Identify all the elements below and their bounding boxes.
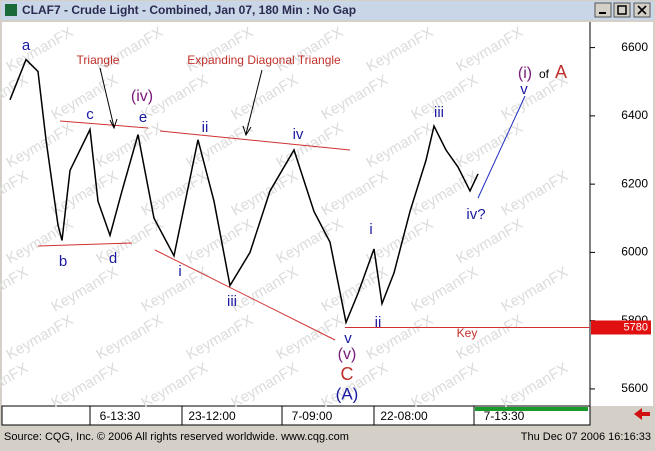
y-tick-label: 6400 xyxy=(621,108,648,122)
wave-label: (v) xyxy=(338,346,357,363)
wave-label: d xyxy=(109,250,117,267)
trendline xyxy=(159,130,351,151)
wave-label: ii xyxy=(375,314,382,331)
wave-label: Key xyxy=(457,326,478,340)
close-glyph xyxy=(637,5,647,15)
y-tick-label: 6000 xyxy=(621,245,648,259)
wave-label: b xyxy=(59,253,67,270)
x-axis-strip xyxy=(1,405,591,426)
projection-line xyxy=(477,95,526,199)
y-tick-label: 6200 xyxy=(621,176,648,190)
y-axis-area xyxy=(590,22,653,406)
wave-label: iii xyxy=(434,104,444,121)
trendline xyxy=(154,249,336,341)
window-title: CLAF7 - Crude Light - Combined, Jan 07, … xyxy=(22,3,356,17)
x-tick-label: 7-09:00 xyxy=(292,409,333,423)
wave-label: i xyxy=(178,263,181,280)
wave-label: iv? xyxy=(466,206,485,223)
minimize-button[interactable] xyxy=(594,2,612,18)
wave-label: e xyxy=(139,109,147,126)
wave-label: a xyxy=(22,37,31,54)
x-tick-label: 23-12:00 xyxy=(188,409,236,423)
footer-source: Source: CQG, Inc. © 2006 All rights rese… xyxy=(4,431,349,443)
wave-label: c xyxy=(86,106,94,123)
arrow xyxy=(99,67,118,130)
wave-label: Triangle xyxy=(77,53,120,67)
window-buttons[interactable] xyxy=(594,2,651,18)
trendline xyxy=(37,242,133,247)
wave-label: iv xyxy=(293,126,304,143)
y-tick-label: 5600 xyxy=(621,381,648,395)
footer-timestamp: Thu Dec 07 2006 16:16:33 xyxy=(521,431,651,443)
wave-label: iii xyxy=(227,293,237,310)
price-line xyxy=(9,58,479,325)
wave-label: i xyxy=(369,221,372,238)
app-icon xyxy=(5,4,17,16)
trendline xyxy=(59,120,149,129)
key-label-box xyxy=(591,320,651,335)
key-label: 5780 xyxy=(624,321,648,333)
x-tick-label: 22-08:00 xyxy=(380,409,428,423)
arrow xyxy=(242,69,263,137)
title-bar xyxy=(1,1,654,20)
wave-label: v xyxy=(520,81,528,98)
plot-area xyxy=(2,22,590,406)
wave-label: (A) xyxy=(336,384,359,403)
wave-label: (iv) xyxy=(131,88,153,105)
wave-label: A xyxy=(555,62,567,82)
maximize-glyph xyxy=(617,5,627,15)
y-tick-label: 6600 xyxy=(621,40,648,54)
wave-label: C xyxy=(341,364,354,384)
maximize-button[interactable] xyxy=(613,2,631,18)
wave-label: ii xyxy=(202,119,209,136)
wave-label: Expanding Diagonal Triangle xyxy=(187,53,341,67)
x-tick-label: 7-13:30 xyxy=(484,409,525,423)
trendlines xyxy=(37,67,526,341)
wave-label: (i) xyxy=(518,65,532,82)
wave-label: of xyxy=(539,67,550,81)
wave-label: v xyxy=(344,330,352,347)
session-bar xyxy=(475,407,588,411)
scroll-arrow[interactable] xyxy=(634,408,650,420)
x-tick-label: 6-13:30 xyxy=(100,409,141,423)
